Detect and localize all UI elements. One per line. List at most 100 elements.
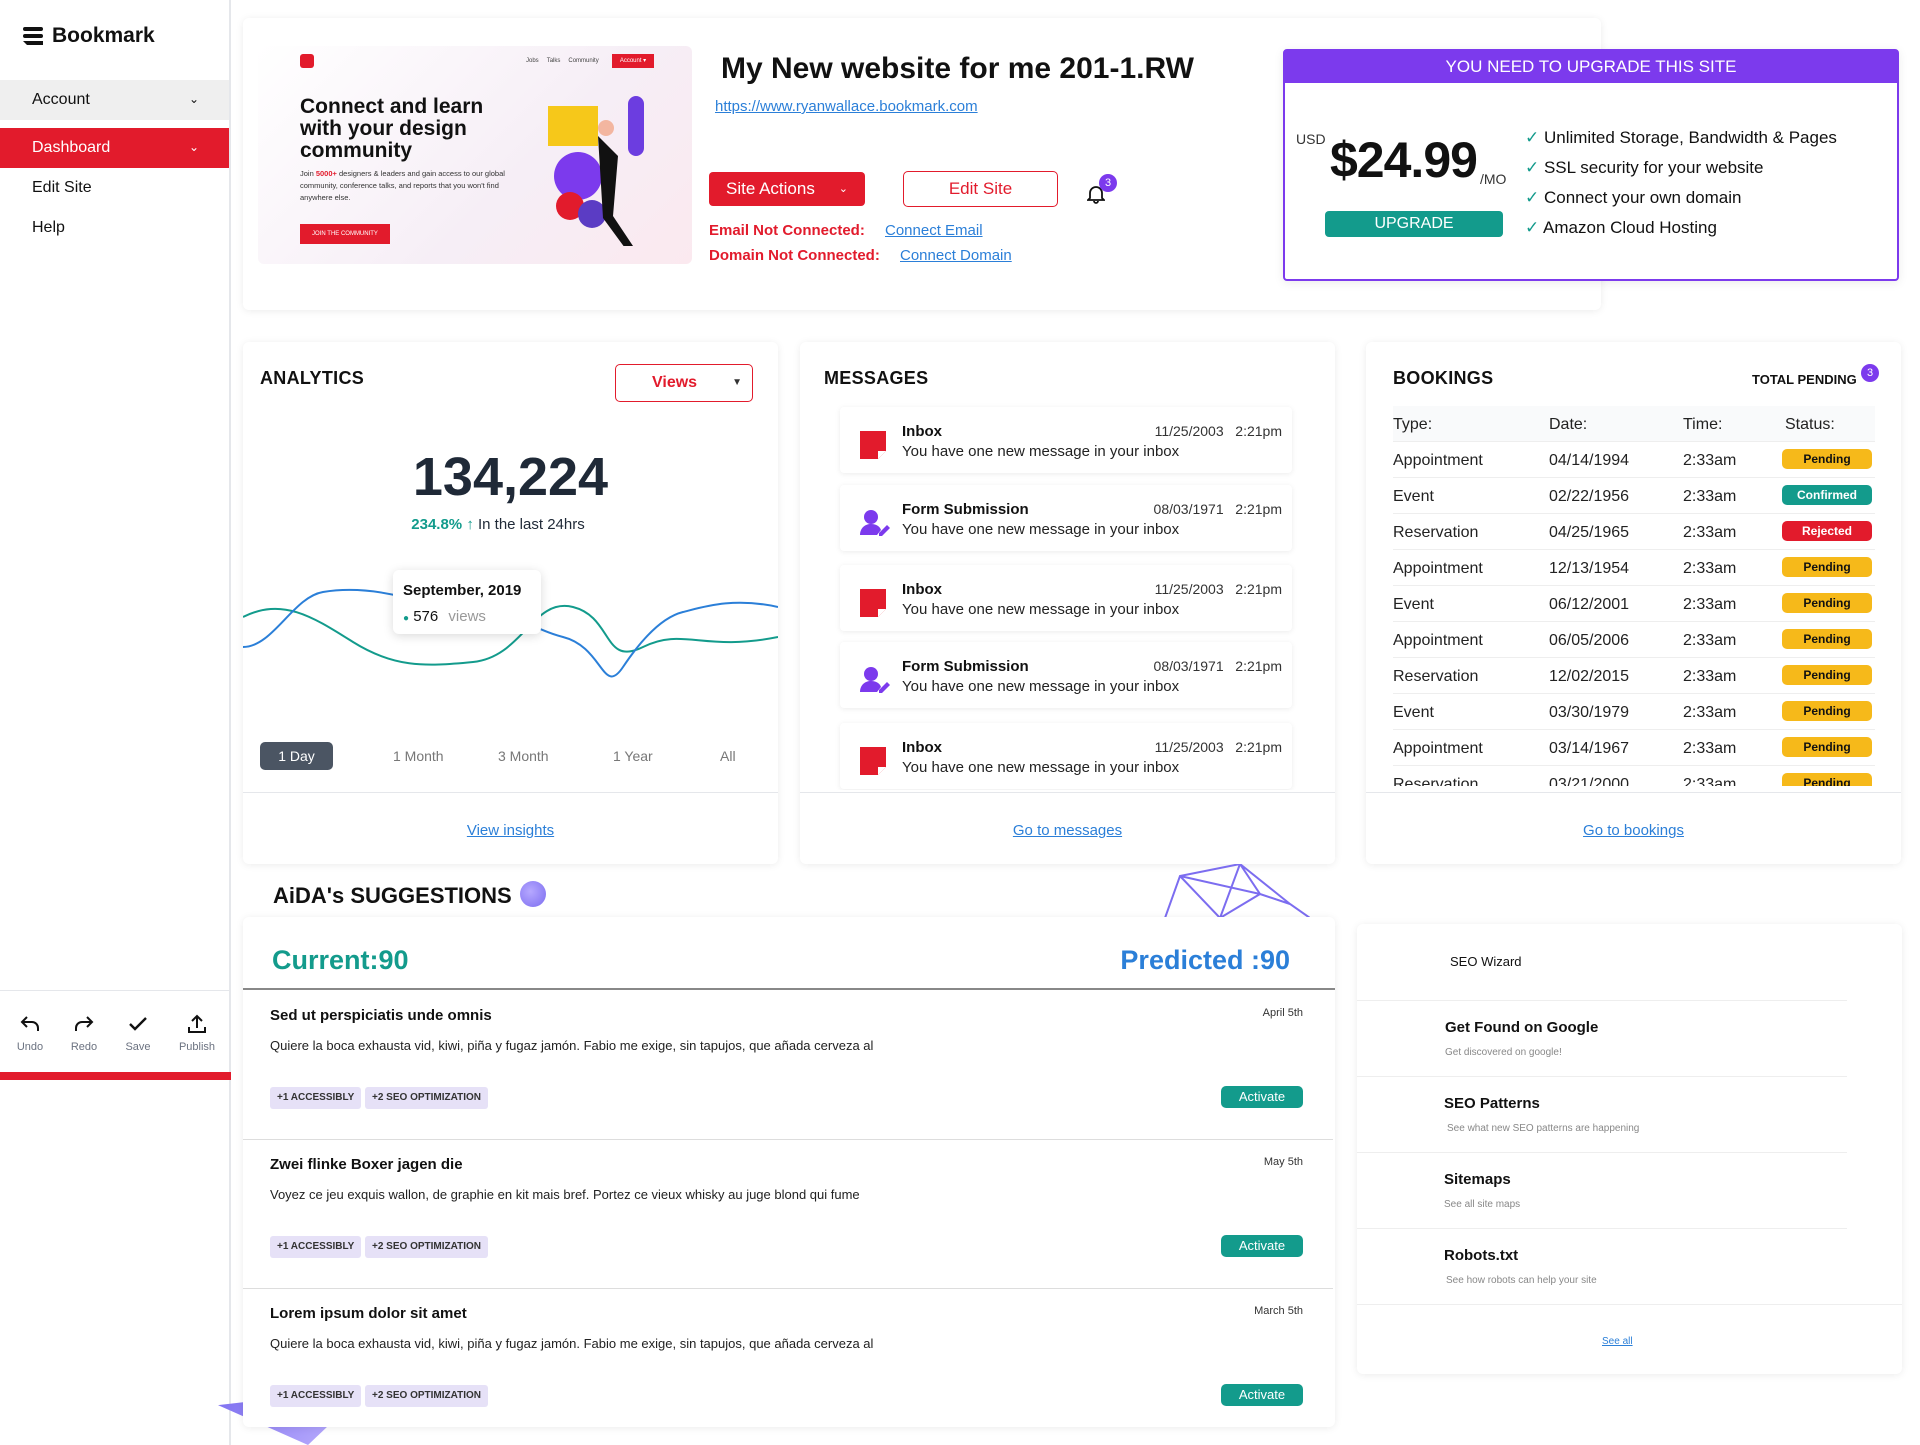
booking-date: 04/14/1994 bbox=[1549, 452, 1630, 469]
table-row[interactable]: Event 06/12/2001 2:33am Pending bbox=[1393, 586, 1875, 622]
table-header-row: Type: Date: Time: Status: bbox=[1393, 406, 1875, 442]
change-label: In the last 24hrs bbox=[477, 516, 585, 533]
analytics-metric-select[interactable]: Views ▼ bbox=[615, 364, 753, 402]
message-title: Form Submission bbox=[902, 658, 1029, 675]
seo-item-title: Sitemaps bbox=[1444, 1171, 1511, 1188]
suggestion-title: Zwei flinke Boxer jagen die bbox=[270, 1156, 463, 1173]
go-to-bookings-link[interactable]: Go to bookings bbox=[1583, 822, 1684, 839]
preview-headline: Connect and learn with your design commu… bbox=[300, 96, 483, 162]
go-to-messages-link[interactable]: Go to messages bbox=[1012, 822, 1123, 839]
message-item[interactable]: Inbox You have one new message in your i… bbox=[840, 565, 1292, 631]
inbox-note-icon bbox=[860, 747, 886, 775]
user-edit-icon bbox=[860, 510, 890, 536]
table-row[interactable]: Appointment 12/13/1954 2:33am Pending bbox=[1393, 550, 1875, 586]
range-tab-1-month[interactable]: 1 Month bbox=[393, 748, 444, 764]
table-row[interactable]: Event 02/22/1956 2:33am Confirmed bbox=[1393, 478, 1875, 514]
booking-time: 2:33am bbox=[1683, 740, 1737, 757]
seo-item-patterns[interactable]: SEO Patterns See what new SEO patterns a… bbox=[1357, 1076, 1847, 1152]
notifications-button[interactable]: 3 bbox=[1087, 174, 1121, 208]
check-icon: ✓ bbox=[1525, 188, 1544, 207]
feature-item: ✓ SSL security for your website bbox=[1525, 153, 1837, 183]
change-percent: 234.8% bbox=[411, 516, 463, 533]
table-row[interactable]: Appointment 06/05/2006 2:33am Pending bbox=[1393, 622, 1875, 658]
upgrade-button[interactable]: UPGRADE bbox=[1325, 211, 1503, 237]
status-badge: Pending bbox=[1782, 629, 1872, 649]
undo-button[interactable]: Undo bbox=[5, 1013, 55, 1053]
booking-date: 04/25/1965 bbox=[1549, 524, 1630, 541]
status-badge: Rejected bbox=[1782, 521, 1872, 541]
edit-site-button[interactable]: Edit Site bbox=[903, 171, 1058, 207]
see-all-link[interactable]: See all bbox=[1602, 1336, 1633, 1347]
sidebar-item-help[interactable]: Help bbox=[0, 208, 229, 248]
message-datetime: 11/25/2003 2:21pm bbox=[1155, 739, 1282, 755]
booking-type: Appointment bbox=[1393, 740, 1483, 757]
site-preview-thumbnail[interactable]: Jobs Talks Community Account ▾ Connect a… bbox=[258, 46, 692, 264]
message-title: Inbox bbox=[902, 423, 942, 440]
analytics-metric-value: Views bbox=[652, 374, 698, 391]
redo-button[interactable]: Redo bbox=[59, 1013, 109, 1053]
table-row[interactable]: Appointment 04/14/1994 2:33am Pending bbox=[1393, 442, 1875, 478]
preview-body-highlight: 5000+ bbox=[315, 169, 337, 178]
sidebar-item-dashboard[interactable]: Dashboard ⌄ bbox=[0, 128, 229, 168]
save-button[interactable]: Save bbox=[113, 1013, 163, 1053]
site-url-link[interactable]: https://www.ryanwallace.bookmark.com bbox=[715, 98, 978, 115]
sidebar-item-account[interactable]: Account ⌄ bbox=[0, 80, 229, 120]
sidebar: Bookmark Account ⌄ Dashboard ⌄ Edit Site… bbox=[0, 0, 231, 1445]
brand-logo[interactable]: Bookmark bbox=[22, 24, 155, 48]
connect-email-link[interactable]: Connect Email bbox=[885, 222, 983, 239]
accessibility-tag: +1 ACCESSIBLY bbox=[270, 1087, 362, 1109]
table-row[interactable]: Reservation 04/25/1965 2:33am Rejected bbox=[1393, 514, 1875, 550]
activate-button[interactable]: Activate bbox=[1221, 1384, 1303, 1406]
sidebar-item-edit-site[interactable]: Edit Site bbox=[0, 168, 229, 208]
redo-label: Redo bbox=[70, 1041, 98, 1053]
message-item[interactable]: Form Submission You have one new message… bbox=[840, 485, 1292, 551]
view-insights-link[interactable]: View insights bbox=[466, 822, 555, 839]
bookings-card: BOOKINGS TOTAL PENDING 3 Type: Date: Tim… bbox=[1366, 342, 1901, 864]
chart-tooltip: September, 2019 ● 576 views bbox=[393, 570, 541, 634]
inbox-note-icon bbox=[860, 431, 886, 459]
message-item[interactable]: Form Submission You have one new message… bbox=[840, 642, 1292, 708]
table-row[interactable]: Reservation 12/02/2015 2:33am Pending bbox=[1393, 658, 1875, 694]
booking-type: Appointment bbox=[1393, 452, 1483, 469]
seo-item-sitemaps[interactable]: Sitemaps See all site maps bbox=[1357, 1152, 1847, 1228]
table-row[interactable]: Event 03/30/1979 2:33am Pending bbox=[1393, 694, 1875, 730]
seo-item-title: Robots.txt bbox=[1444, 1247, 1519, 1264]
bookings-table: Type: Date: Time: Status: Appointment 04/… bbox=[1366, 406, 1901, 786]
site-actions-button[interactable]: Site Actions ⌄ bbox=[709, 172, 865, 206]
aida-orb-icon bbox=[520, 881, 546, 907]
redo-icon bbox=[75, 1016, 94, 1031]
booking-date: 03/30/1979 bbox=[1549, 704, 1630, 721]
seo-item-get-found[interactable]: Get Found on Google Get discovered on go… bbox=[1357, 1000, 1847, 1076]
message-time: 2:21pm bbox=[1235, 658, 1282, 674]
activate-button[interactable]: Activate bbox=[1221, 1235, 1303, 1257]
publish-button[interactable]: Publish bbox=[172, 1013, 222, 1053]
booking-type: Reservation bbox=[1393, 524, 1479, 541]
preview-logo-icon bbox=[300, 54, 314, 68]
preview-cta-button: JOIN THE COMMUNITY bbox=[300, 224, 390, 244]
seo-item-robots[interactable]: Robots.txt See how robots can help your … bbox=[1357, 1228, 1847, 1304]
feature-label: Connect your own domain bbox=[1543, 188, 1742, 207]
column-header: Status: bbox=[1785, 416, 1835, 433]
booking-type: Event bbox=[1393, 488, 1434, 505]
site-title: My New website for me 201-1.RW bbox=[721, 52, 1194, 85]
feature-item: ✓ Unlimited Storage, Bandwidth & Pages bbox=[1525, 123, 1837, 153]
range-tab-3-month[interactable]: 3 Month bbox=[498, 748, 549, 764]
table-row[interactable]: Reservation 03/21/2000 2:33am Pending bbox=[1393, 766, 1875, 786]
message-item[interactable]: Inbox You have one new message in your i… bbox=[840, 723, 1292, 789]
connect-domain-link[interactable]: Connect Domain bbox=[900, 247, 1012, 264]
message-body: You have one new message in your inbox bbox=[902, 759, 1180, 776]
seo-item-subtitle: Get discovered on google! bbox=[1445, 1047, 1562, 1058]
table-row[interactable]: Appointment 03/14/1967 2:33am Pending bbox=[1393, 730, 1875, 766]
range-tab-all[interactable]: All bbox=[720, 748, 736, 764]
checkmark-icon bbox=[129, 1017, 147, 1031]
site-actions-label: Site Actions bbox=[726, 179, 815, 198]
status-badge: Pending bbox=[1782, 593, 1872, 613]
message-item[interactable]: Inbox You have one new message in your i… bbox=[840, 407, 1292, 473]
activate-button[interactable]: Activate bbox=[1221, 1086, 1303, 1108]
booking-time: 2:33am bbox=[1683, 524, 1737, 541]
preview-headline-line: Connect and learn bbox=[300, 95, 484, 118]
message-title: Inbox bbox=[902, 739, 942, 756]
range-tab-1-year[interactable]: 1 Year bbox=[613, 748, 653, 764]
range-tab-1-day[interactable]: 1 Day bbox=[260, 742, 333, 770]
seo-item-subtitle: See all site maps bbox=[1444, 1199, 1521, 1210]
